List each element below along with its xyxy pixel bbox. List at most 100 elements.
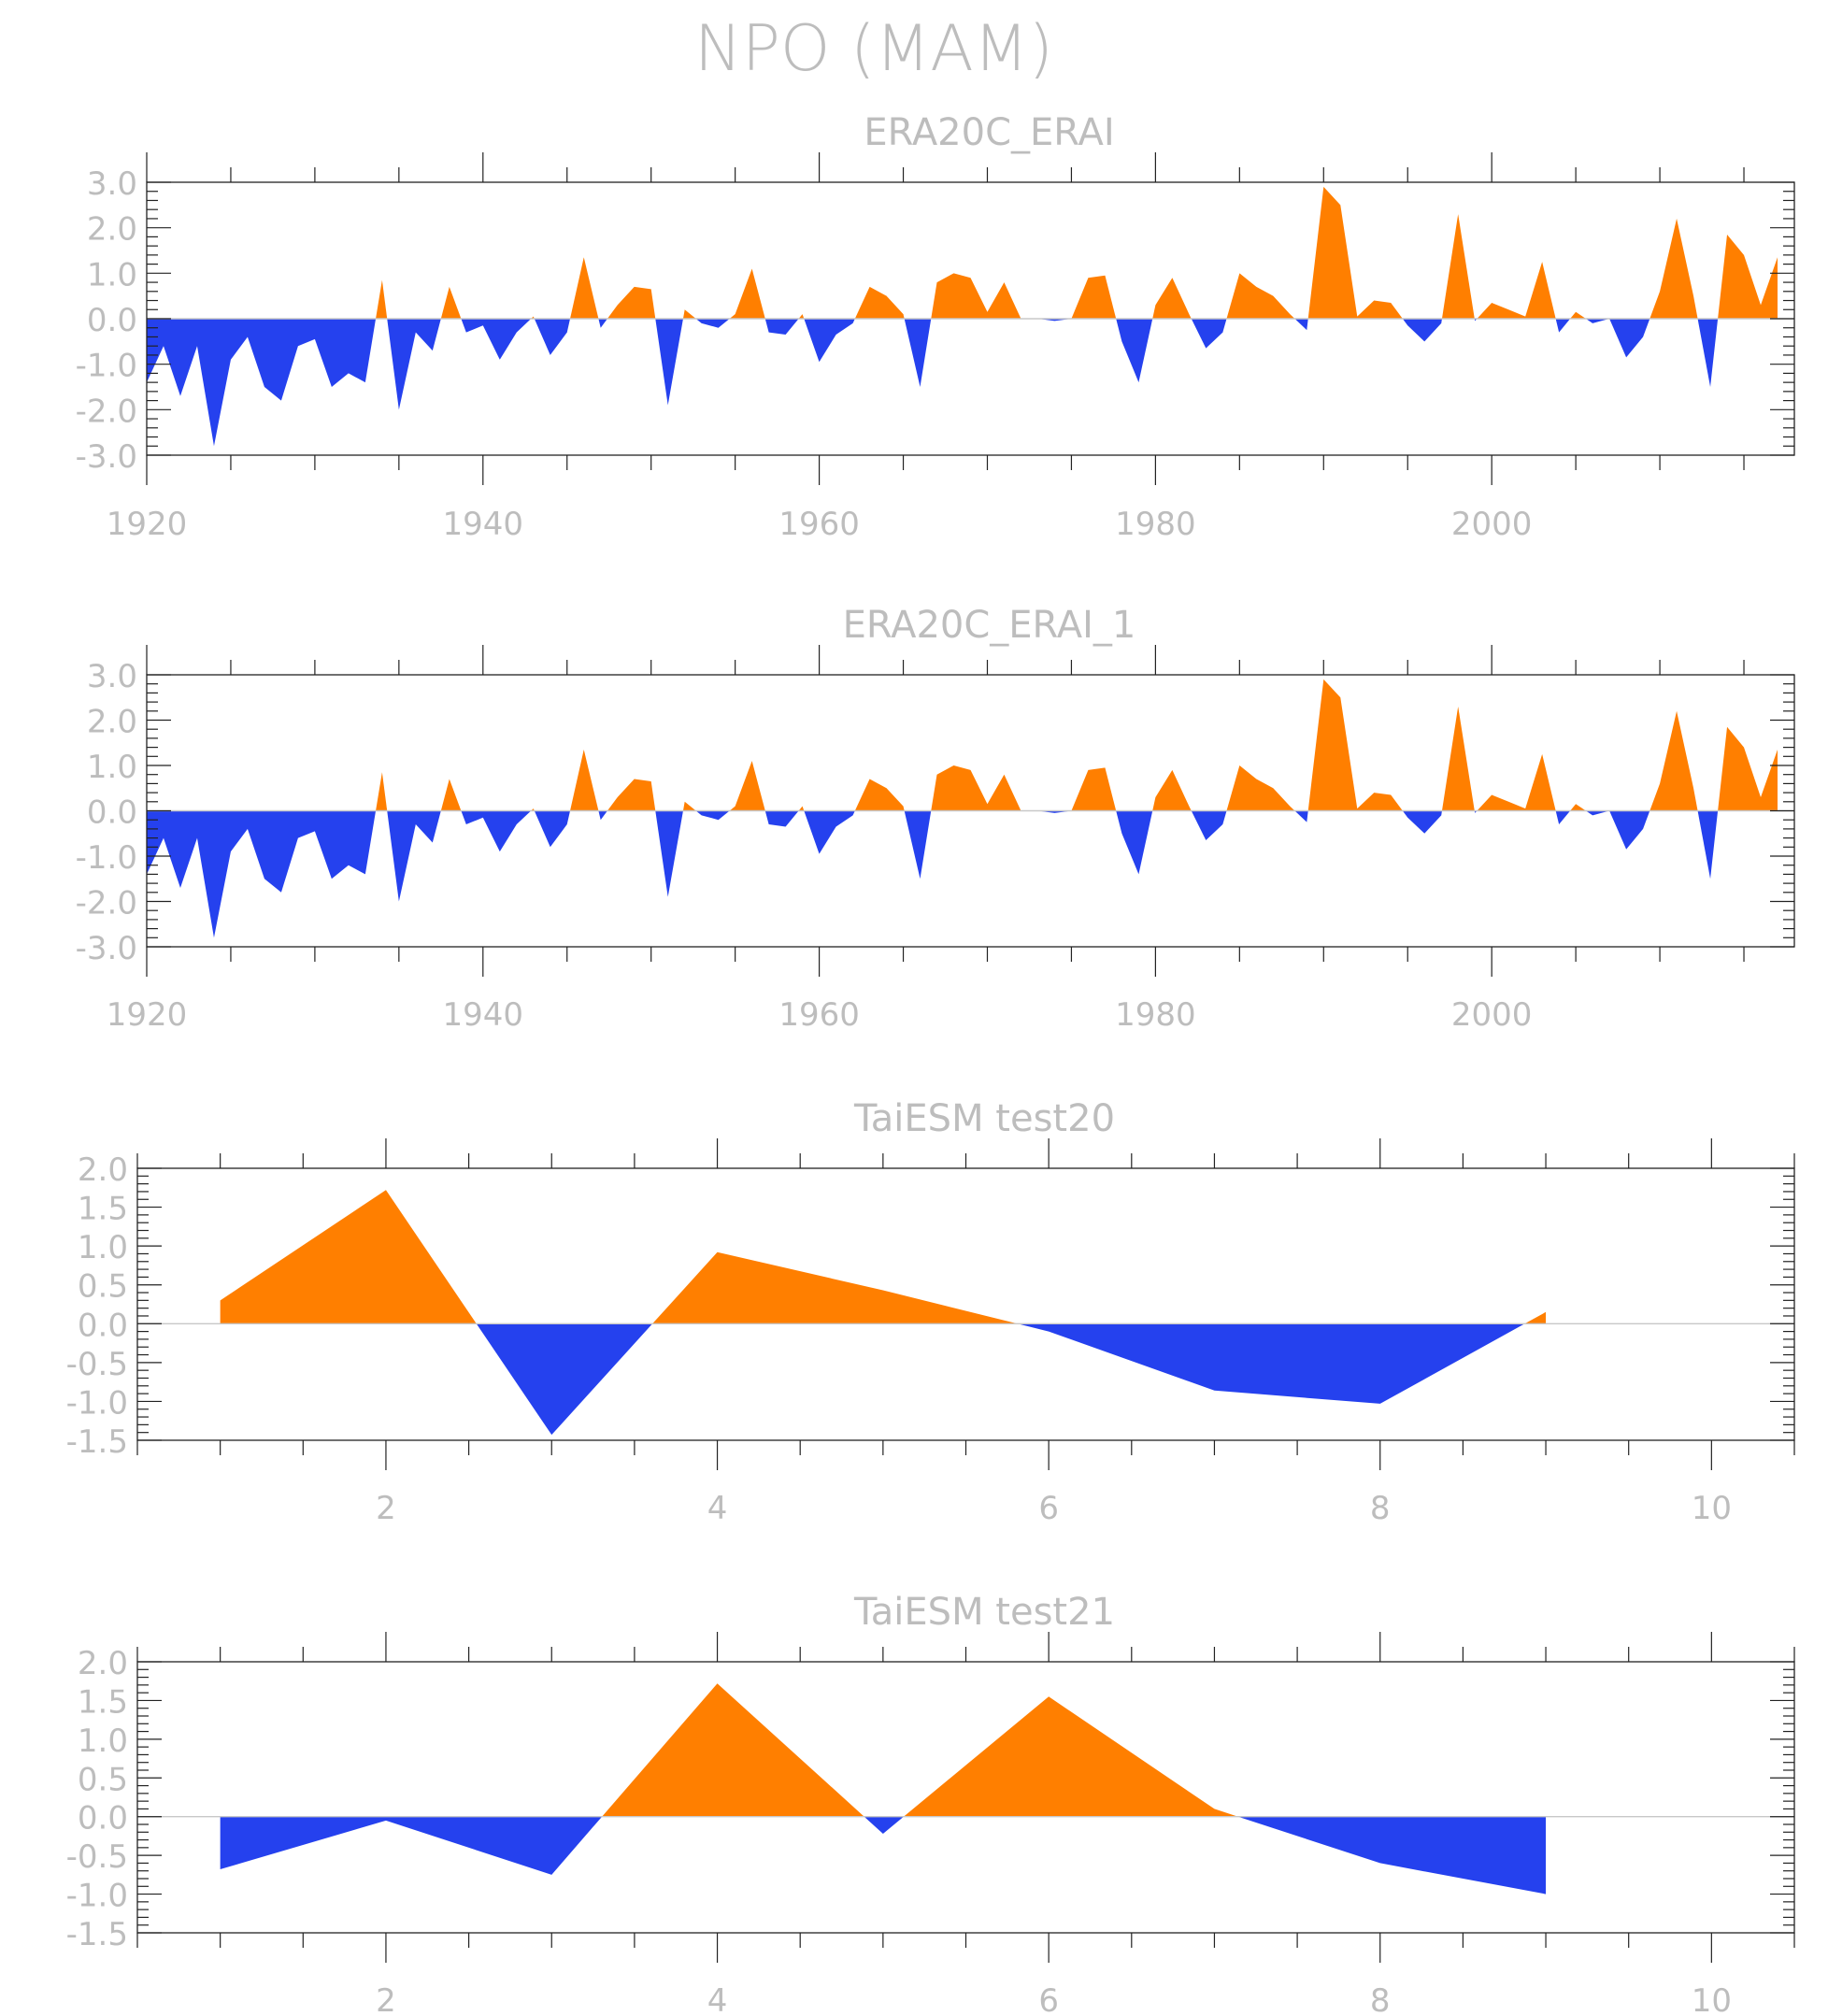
negative-area	[220, 1816, 603, 1875]
y-tick-label: 0.5	[78, 1761, 128, 1798]
positive-area	[1718, 726, 1778, 811]
x-tick-label: 1960	[778, 506, 860, 543]
positive-area	[1226, 765, 1295, 811]
negative-area	[1116, 810, 1153, 875]
negative-area	[598, 319, 607, 328]
positive-area	[1477, 753, 1556, 811]
panel-taiesm-test21: TaiESM test21 2.01.51.00.50.0-0.5-1.0-1.5…	[66, 1591, 1795, 2016]
negative-area	[1017, 1323, 1525, 1404]
y-tick-label: 0.0	[87, 302, 137, 339]
positive-area	[1071, 767, 1117, 811]
positive-area	[682, 309, 696, 319]
y-tick-label: -3.0	[76, 438, 137, 476]
y-tick-label: 1.5	[78, 1191, 128, 1228]
x-tick-label: 1960	[778, 996, 860, 1034]
negative-area	[1402, 810, 1442, 834]
panel-taiesm-test20: TaiESM test20 2.01.51.00.50.0-0.5-1.0-1.5…	[66, 1097, 1795, 1527]
panel-title: TaiESM test21	[853, 1591, 1115, 1634]
positive-area	[729, 761, 765, 811]
negative-area	[1555, 810, 1571, 825]
y-tick-label: 2.0	[87, 211, 137, 249]
positive-area	[1649, 710, 1698, 811]
x-tick-label: 1920	[107, 996, 188, 1034]
positive-area	[854, 286, 905, 319]
negative-area	[1191, 810, 1227, 841]
y-tick-label: 2.0	[78, 1645, 128, 1682]
negative-area	[695, 319, 730, 328]
y-tick-label: -0.5	[66, 1838, 128, 1876]
negative-area	[1555, 319, 1571, 333]
x-tick-label: 10	[1692, 1490, 1732, 1527]
negative-area	[1609, 810, 1650, 850]
panel-era20c-erai: ERA20C_ERAI 3.0 2.0 1.0 0.0 -1.0 -2.0 -3.0 1920 1…	[76, 111, 1795, 543]
positive-area	[376, 279, 388, 319]
negative-area	[476, 1323, 653, 1436]
negative-area	[804, 319, 855, 363]
positive-area	[798, 806, 805, 811]
negative-area	[534, 810, 571, 848]
negative-area	[764, 810, 799, 827]
y-tick-label: -3.0	[76, 930, 137, 967]
y-tick-label: -1.0	[66, 1878, 128, 1915]
negative-area	[764, 319, 799, 336]
negative-area	[864, 1816, 904, 1834]
negative-area	[904, 810, 932, 879]
positive-area	[1152, 769, 1192, 811]
positive-area	[220, 1190, 477, 1324]
positive-area	[602, 1683, 864, 1817]
negative-area	[1402, 319, 1442, 342]
x-tick-label: 8	[1370, 1490, 1391, 1527]
positive-area	[440, 779, 462, 811]
positive-area	[1307, 186, 1403, 319]
y-tick-label: 2.0	[87, 704, 137, 741]
y-tick-label: 1.5	[78, 1683, 128, 1721]
y-tick-label: 1.0	[87, 749, 137, 786]
positive-area	[729, 268, 765, 319]
positive-area	[440, 286, 462, 319]
x-tick-label: 1920	[107, 506, 188, 543]
negative-area	[1697, 810, 1719, 879]
positive-area	[1718, 234, 1778, 319]
x-tick-label: 10	[1692, 1982, 1732, 2016]
positive-area	[682, 801, 696, 811]
y-tick-label: 1.0	[78, 1723, 128, 1760]
positive-area	[1649, 218, 1698, 319]
panel-era20c-erai-1: ERA20C_ERAI_1 3.0 2.0 1.0 0.0 -1.0 -2.0 -3.0 192…	[76, 604, 1795, 1034]
y-tick-label: 3.0	[87, 165, 137, 203]
negative-area	[147, 319, 377, 447]
negative-area	[598, 810, 607, 821]
x-tick-label: 1980	[1115, 996, 1196, 1034]
negative-area	[904, 319, 932, 387]
positive-area	[570, 257, 599, 319]
negative-area	[387, 810, 441, 902]
panel-title: TaiESM test20	[853, 1097, 1115, 1140]
y-tick-label: 1.0	[87, 256, 137, 293]
negative-area	[1116, 319, 1153, 383]
negative-area	[1294, 810, 1308, 822]
y-tick-label: -2.0	[76, 393, 137, 430]
y-tick-label: -1.0	[66, 1384, 128, 1422]
positive-area	[854, 779, 905, 811]
figure-title: NPO (MAM)	[694, 12, 1053, 86]
x-tick-label: 8	[1370, 1982, 1391, 2016]
x-tick-label: 1940	[443, 506, 524, 543]
positive-area	[1570, 311, 1586, 319]
positive-area	[931, 273, 1038, 319]
negative-area	[1191, 319, 1227, 349]
x-tick-label: 6	[1038, 1490, 1059, 1527]
y-tick-label: 1.0	[78, 1229, 128, 1266]
negative-area	[534, 319, 571, 355]
y-tick-label: 2.0	[78, 1151, 128, 1189]
panel-title: ERA20C_ERAI	[864, 111, 1114, 154]
x-tick-label: 2000	[1451, 996, 1533, 1034]
x-tick-label: 1980	[1115, 506, 1196, 543]
negative-area	[655, 319, 683, 406]
negative-area	[1585, 810, 1610, 816]
y-tick-label: -1.0	[76, 839, 137, 877]
x-tick-label: 6	[1038, 1982, 1059, 2016]
positive-area	[798, 314, 805, 319]
y-tick-label: -1.5	[66, 1423, 128, 1461]
positive-area	[1226, 273, 1295, 319]
y-tick-label: -1.0	[76, 348, 137, 385]
